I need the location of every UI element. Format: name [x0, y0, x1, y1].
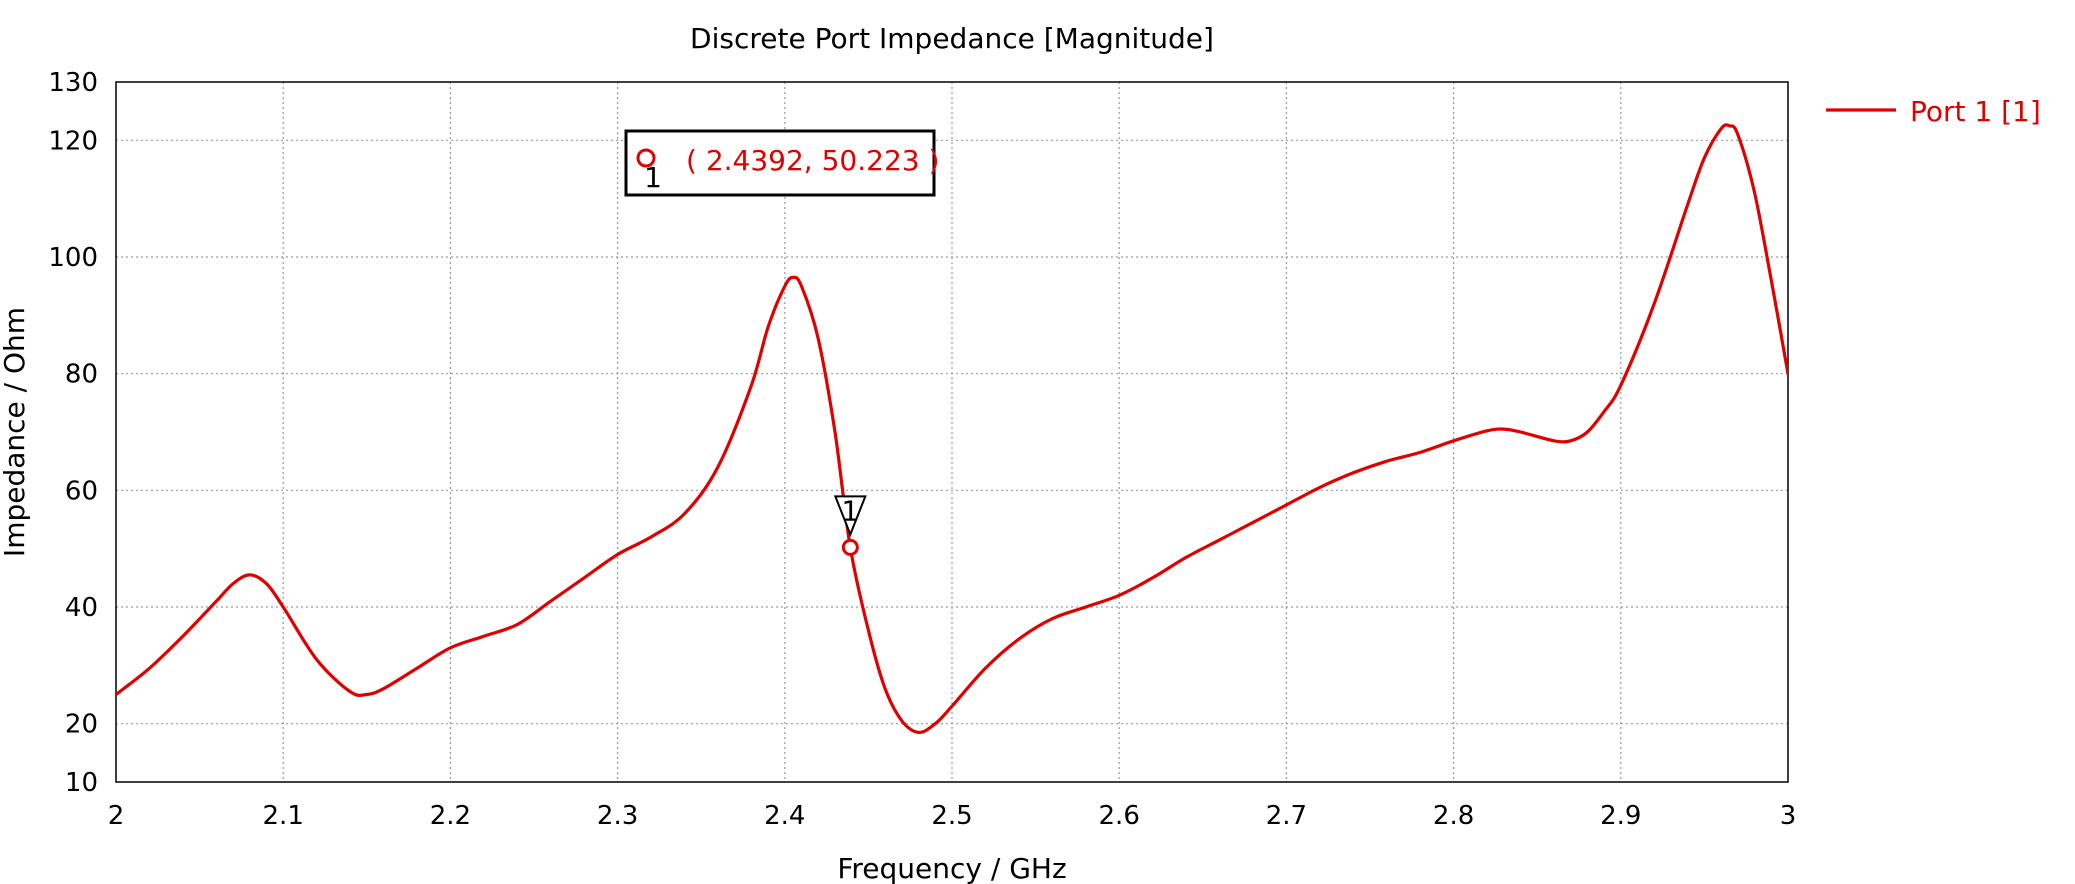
- x-tick-label: 2.3: [597, 801, 638, 831]
- chart-title: Discrete Port Impedance [Magnitude]: [690, 22, 1214, 55]
- y-tick-label: 20: [65, 710, 98, 740]
- y-axis-label: Impedance / Ohm: [0, 307, 31, 557]
- y-tick-label: 80: [65, 360, 98, 390]
- y-tick-label: 60: [65, 476, 98, 506]
- x-tick-label: 2.2: [430, 801, 471, 831]
- marker-readout-circle-icon: [636, 148, 656, 168]
- x-tick-label: 2.9: [1600, 801, 1641, 831]
- x-axis-ticks: 2 2.1 2.2 2.3 2.4 2.5 2.6 2.7 2.8 2.9 3: [108, 801, 1797, 831]
- marker-readout-value: ( 2.4392, 50.223 ): [686, 144, 939, 177]
- marker-triangle-label: 1: [841, 494, 859, 527]
- y-tick-label: 100: [48, 243, 98, 273]
- y-tick-label: 130: [48, 68, 98, 98]
- y-tick-label: 10: [65, 768, 98, 798]
- series-line-port-1: [116, 123, 1788, 735]
- legend-label-port-1: Port 1 [1]: [1910, 95, 2041, 128]
- x-axis-label: Frequency / GHz: [837, 852, 1066, 884]
- x-tick-label: 2.7: [1266, 801, 1307, 831]
- y-tick-label: 120: [48, 126, 98, 156]
- x-tick-label: 2.4: [764, 801, 805, 831]
- y-axis-ticks: 10 20 40 60 80 100 120 130: [48, 68, 98, 798]
- x-tick-label: 2.5: [931, 801, 972, 831]
- x-tick-label: 3: [1780, 801, 1797, 831]
- plot-frame: [115, 81, 1789, 783]
- y-tick-label: 40: [65, 593, 98, 623]
- marker-readout-id: 1: [644, 161, 662, 194]
- marker-readout-box[interactable]: 1 ( 2.4392, 50.223 ): [624, 129, 939, 197]
- marker-triangle-icon: [833, 495, 867, 538]
- x-tick-label: 2.6: [1099, 801, 1140, 831]
- x-tick-label: 2: [108, 801, 125, 831]
- marker-point: [841, 538, 859, 556]
- grid: [116, 82, 1788, 782]
- marker-1[interactable]: 1: [833, 494, 867, 556]
- x-tick-label: 2.1: [263, 801, 304, 831]
- x-tick-label: 2.8: [1433, 801, 1474, 831]
- legend[interactable]: Port 1 [1]: [1826, 95, 2041, 128]
